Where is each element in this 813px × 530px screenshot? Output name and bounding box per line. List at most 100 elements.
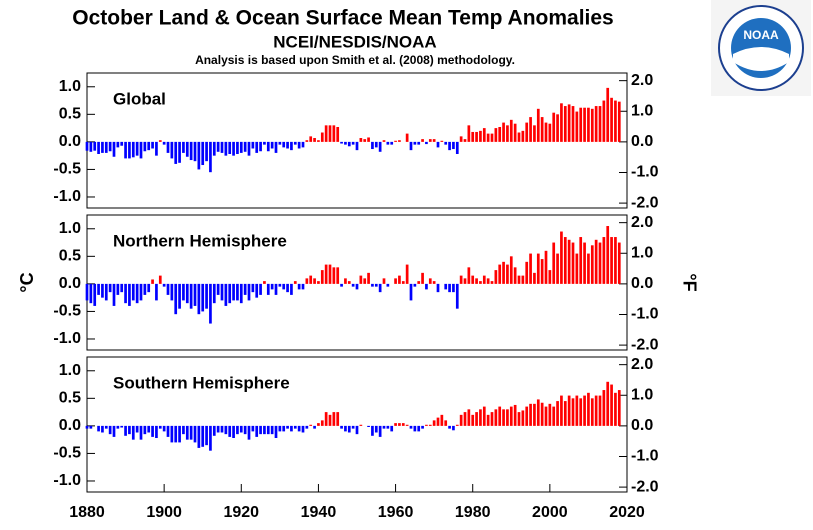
bar [490,412,494,426]
bar [583,242,586,284]
bar [170,425,174,443]
bar [509,119,513,142]
bar [378,425,382,437]
bar [567,395,571,426]
bar [498,264,502,284]
bar [459,136,463,142]
bar [170,141,174,159]
bar [409,283,413,301]
plot-frame [86,72,628,209]
bar [243,141,247,152]
bar [232,141,235,156]
bar [332,267,336,284]
bar [124,141,127,159]
bar [371,141,374,150]
bar [440,140,444,142]
bar [378,141,382,152]
bar [367,272,370,284]
bar [193,141,197,162]
chart-title: October Land & Ocean Surface Mean Temp A… [72,7,613,30]
bar [251,141,255,149]
x-tick-label: 1900 [146,504,182,521]
bar [274,283,278,295]
bar [263,281,266,284]
bar [347,141,351,147]
bar [185,425,189,440]
bar [236,141,239,154]
bar [590,108,594,142]
bar [436,283,440,293]
bar [467,409,471,426]
bar [540,117,544,142]
bar [587,107,590,142]
bar [425,283,428,290]
bar [89,425,93,429]
bar [104,425,108,429]
bar [594,239,598,284]
bar [425,424,428,426]
bar [548,123,552,142]
bar [336,127,340,142]
bar [386,141,390,145]
bar [135,141,139,156]
bar [398,423,401,426]
bar [567,239,571,284]
y2-tick-label: -1.0 [631,164,659,181]
bar [305,140,309,142]
y2-tick-label: -1.0 [631,306,659,323]
bar [560,231,563,284]
y2-tick-label: 2.0 [631,356,653,373]
bar [216,425,220,433]
bar [413,141,417,145]
bar [398,140,401,142]
bar [182,425,185,435]
bar [143,283,147,295]
bar [340,141,343,144]
bar [563,106,567,142]
bar [525,122,529,142]
y2-tick-label: 1.0 [631,102,653,119]
bar [205,283,208,309]
bar [432,420,436,426]
bar [467,125,471,142]
bar [548,270,552,284]
panel-label: Global [113,89,166,108]
bar [575,111,579,142]
bar [494,128,498,142]
bar [255,425,259,437]
bar [479,281,482,284]
bar [301,283,305,290]
bar [602,390,606,426]
bar [224,283,228,306]
bar [587,392,590,426]
bar [239,283,243,304]
bar [124,425,127,436]
bar [529,403,532,426]
bar [475,412,478,426]
bar [263,425,266,435]
bar [166,283,170,295]
bar [216,141,220,152]
bar [104,141,108,153]
bar [155,283,158,301]
bar [459,275,463,284]
x-tick-label: 1960 [378,504,414,521]
bar [552,112,556,142]
bar [193,283,197,306]
bar [297,283,301,290]
bar [401,423,405,426]
bar [590,245,594,284]
bar [498,127,502,142]
bar [201,425,205,447]
bar [540,259,544,284]
bar [212,141,216,156]
bar [313,425,316,429]
bar [533,125,536,142]
bar [482,275,486,284]
bar [536,108,540,142]
bar [259,141,262,152]
bar [247,283,251,301]
bar [598,106,602,142]
bar [139,141,143,159]
bar [143,141,147,152]
